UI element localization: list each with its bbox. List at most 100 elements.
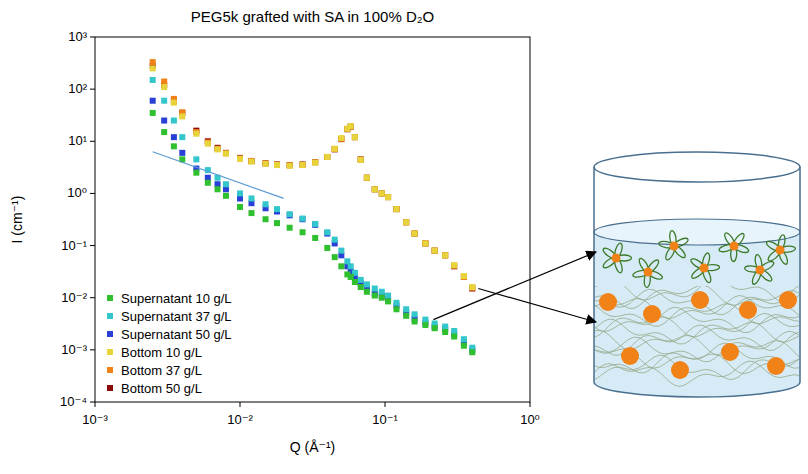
data-point: [403, 219, 409, 225]
y-tick: [90, 402, 95, 403]
data-point: [274, 161, 280, 167]
data-point: [403, 219, 409, 225]
data-point: [248, 158, 254, 164]
legend-swatch: [107, 331, 113, 337]
data-point: [312, 160, 318, 166]
data-point: [161, 98, 167, 104]
data-point: [150, 59, 156, 65]
y-tick: [90, 245, 95, 246]
star-core: [700, 264, 709, 273]
y-tick: [90, 141, 95, 142]
data-point: [287, 163, 293, 169]
data-point: [223, 150, 229, 156]
polymer-network: [594, 278, 799, 387]
legend-swatch: [107, 385, 113, 391]
legend-label: Supernatant 10 g/L: [121, 291, 232, 306]
data-point: [432, 325, 438, 331]
y-tick-label: 10⁻¹: [61, 238, 87, 253]
data-point: [332, 237, 338, 243]
data-point: [451, 263, 457, 269]
data-point: [287, 162, 293, 168]
data-point: [372, 286, 378, 292]
data-point: [348, 263, 354, 269]
star-polymer: [744, 254, 775, 285]
data-point: [379, 289, 385, 295]
data-point: [237, 204, 243, 210]
data-point: [422, 240, 428, 246]
data-point: [300, 161, 306, 167]
y-tick-label: 10¹: [68, 133, 87, 148]
data-point: [223, 193, 229, 199]
data-point: [461, 273, 467, 279]
data-point: [451, 262, 457, 268]
data-point: [161, 79, 167, 85]
data-point: [215, 186, 221, 192]
x-tick-label: 10⁻³: [82, 412, 108, 427]
star-polymer: [658, 230, 689, 261]
data-point: [393, 306, 399, 312]
data-point: [364, 289, 370, 295]
data-point: [312, 159, 318, 165]
network-strand: [594, 325, 799, 350]
data-point: [237, 190, 243, 196]
data-point: [150, 110, 156, 116]
star-core: [756, 266, 765, 275]
data-point: [215, 146, 221, 152]
y-tick-label: 10⁻³: [61, 342, 87, 357]
data-point: [338, 248, 344, 254]
arrow-bottom: [478, 289, 596, 322]
data-point: [403, 219, 409, 225]
micelle: [643, 305, 661, 323]
data-point: [274, 162, 280, 168]
data-point: [461, 343, 467, 349]
data-point: [442, 324, 448, 330]
star-core: [644, 268, 653, 277]
data-point: [150, 98, 156, 104]
y-tick-label: 10⁰: [67, 185, 87, 200]
data-point: [338, 135, 344, 141]
data-point: [385, 194, 391, 200]
beaker-wall: [594, 167, 800, 397]
data-point: [358, 157, 364, 163]
data-point: [412, 318, 418, 324]
data-point: [263, 216, 269, 222]
data-point: [274, 220, 280, 226]
data-point: [324, 154, 330, 160]
data-point: [300, 162, 306, 168]
y-axis-title: I (cm⁻¹): [9, 196, 25, 244]
data-point: [385, 293, 391, 299]
data-point: [287, 225, 293, 231]
data-point: [150, 77, 156, 83]
data-point: [248, 158, 254, 164]
data-point: [179, 150, 185, 156]
data-point: [412, 231, 418, 237]
network-strand: [594, 319, 799, 344]
data-point: [248, 158, 254, 164]
star-polymer: [718, 232, 749, 262]
data-point: [442, 252, 448, 258]
chart-title: PEG5k grafted with SA in 100% D₂O: [191, 8, 434, 25]
data-point: [364, 281, 370, 287]
data-point: [161, 129, 167, 135]
data-point: [364, 175, 370, 181]
network-strand: [594, 307, 799, 332]
data-point: [393, 206, 399, 212]
micelle: [721, 343, 739, 361]
data-point: [372, 186, 378, 192]
data-point: [248, 195, 254, 201]
data-point: [274, 206, 280, 212]
data-point: [379, 190, 385, 196]
data-point: [332, 146, 338, 152]
data-point: [348, 123, 354, 129]
data-point: [372, 186, 378, 192]
data-point: [171, 143, 177, 149]
liquid: [594, 219, 800, 397]
data-point: [312, 222, 318, 228]
data-point: [312, 159, 318, 165]
star-core: [612, 254, 621, 263]
legend-swatch: [107, 367, 113, 373]
micelle: [691, 291, 709, 309]
data-point: [338, 263, 344, 269]
data-point: [352, 134, 358, 140]
data-point: [442, 329, 448, 335]
